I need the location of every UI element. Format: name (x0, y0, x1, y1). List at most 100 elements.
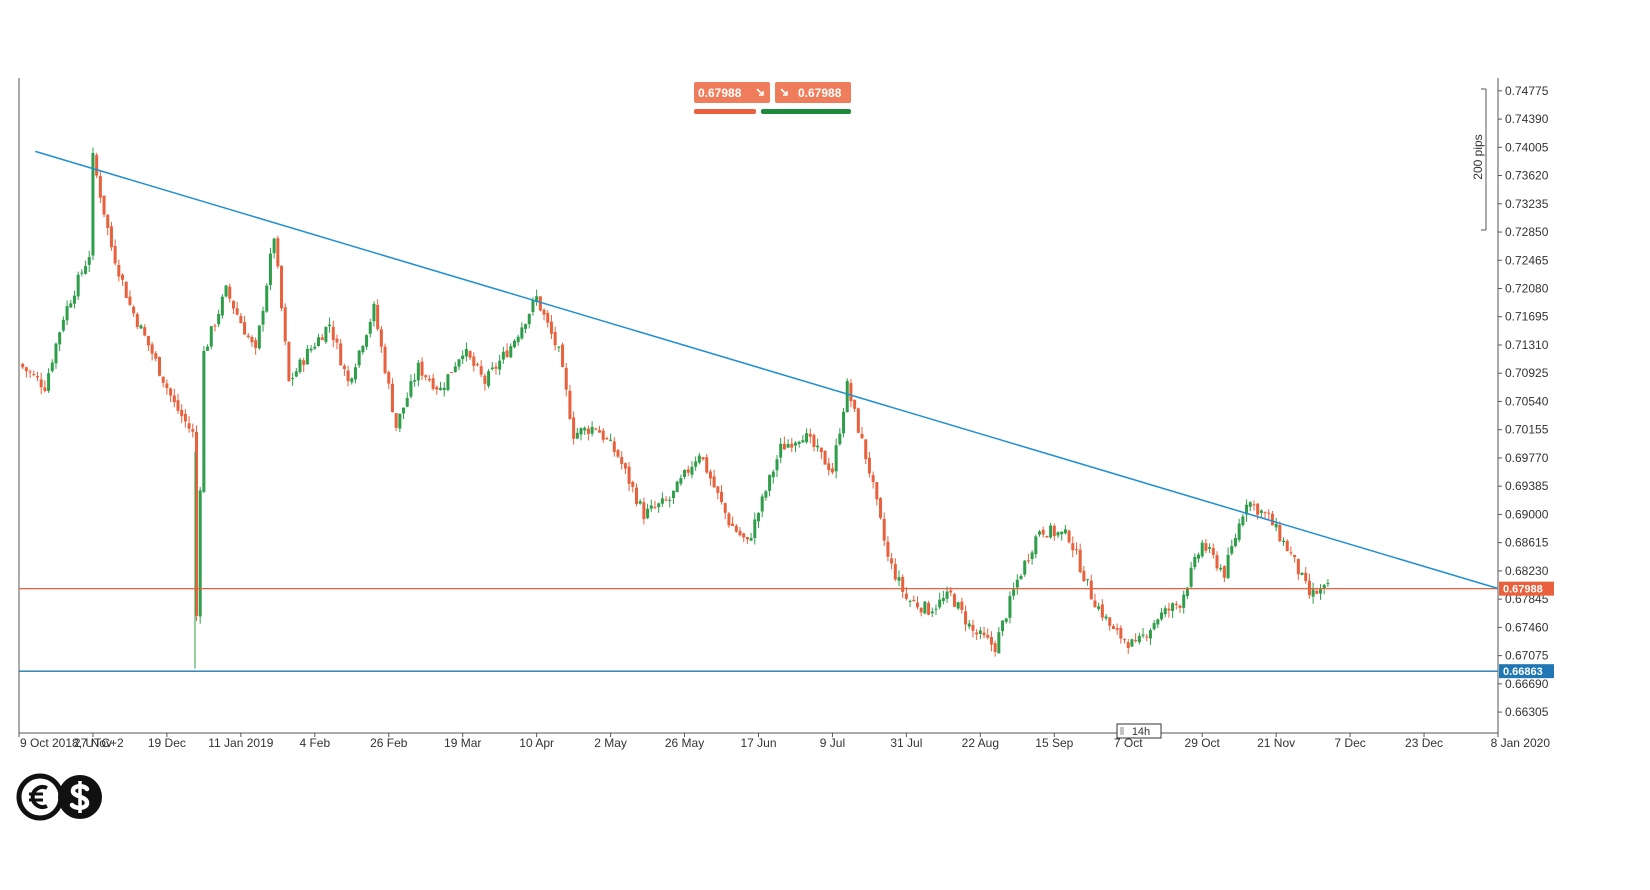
sell-button[interactable]: 0.67988 (694, 82, 770, 103)
trendline-layer (35, 150, 1499, 590)
candle-body (416, 362, 420, 381)
candle-body (845, 380, 849, 412)
buy-button[interactable]: 0.67988 (775, 82, 851, 103)
candle-body (1148, 630, 1152, 639)
candle-body (39, 379, 43, 388)
candle-body (1030, 552, 1034, 560)
candle-body (1063, 529, 1067, 534)
candle-body (934, 608, 938, 610)
candle-body (1278, 525, 1282, 542)
candle-body (169, 388, 173, 396)
candle-body (805, 433, 809, 443)
candle-body (479, 366, 483, 375)
candle-body (590, 426, 594, 434)
candle-body (43, 387, 47, 392)
candle-body (879, 498, 883, 518)
candle-body (516, 336, 520, 343)
candle-body (21, 363, 25, 368)
candle-body (960, 601, 964, 610)
candle-body (782, 443, 786, 450)
candle-body (283, 307, 287, 342)
candle-body (790, 443, 794, 448)
candle-body (1145, 636, 1149, 638)
candle-body (830, 468, 834, 473)
candle-body (1178, 605, 1182, 608)
candle-body (1282, 540, 1286, 543)
candle-body (583, 427, 587, 431)
candle-body (1182, 594, 1186, 608)
period-marker[interactable]: 14h (1116, 723, 1162, 739)
candle-body (786, 444, 790, 448)
candle-body (172, 395, 176, 403)
candle-body (291, 378, 295, 380)
candle-body (808, 433, 812, 437)
candle-body (268, 253, 272, 286)
candle-body (24, 367, 28, 372)
x-tick-label: 9 Oct 2018, UTC+2 (20, 736, 124, 750)
candle-body (294, 371, 298, 377)
candle-body (1093, 600, 1097, 608)
x-tick-label: 26 Feb (370, 736, 408, 750)
x-tick-label: 22 Aug (962, 736, 999, 750)
candle-body (915, 602, 919, 608)
x-tick-label: 2 May (594, 736, 627, 750)
candle-body (102, 195, 106, 215)
candle-body (335, 338, 339, 343)
candle-body (139, 325, 143, 329)
candle-body (158, 357, 162, 376)
candle-body (941, 598, 945, 601)
candle-body (1222, 566, 1226, 578)
candle-body (280, 265, 284, 309)
candle-body (28, 371, 32, 373)
candle-body (98, 176, 102, 198)
candle-body (1189, 567, 1193, 587)
candle-body (927, 603, 931, 615)
dollar-icon (58, 775, 102, 819)
x-tick-label: 23 Dec (1405, 736, 1443, 750)
candle-body (235, 308, 239, 315)
candle-body (1078, 549, 1082, 573)
candle-body (890, 558, 894, 564)
candle-body (402, 407, 406, 414)
y-tick-label: 0.74390 (1505, 112, 1549, 126)
candle-body (812, 435, 816, 448)
candle-body (161, 376, 165, 383)
candle-body (1137, 635, 1141, 643)
x-tick-label: 7 Oct (1114, 736, 1143, 750)
candle-body (1023, 560, 1027, 575)
candle-body (638, 501, 642, 504)
y-tick-label: 0.73235 (1505, 197, 1549, 211)
period-marker-label: 14h (1132, 726, 1150, 738)
candle-body (1060, 531, 1064, 535)
candle-body (919, 607, 923, 613)
y-tick-label: 0.71695 (1505, 310, 1549, 324)
candle-body (490, 367, 494, 370)
candle-body (823, 450, 827, 465)
candle-body (191, 429, 195, 432)
candle-body (971, 624, 975, 631)
candle-body (1152, 623, 1156, 630)
candle-body (1296, 558, 1300, 575)
x-tick-label: 17 Jun (740, 736, 776, 750)
candle-body (217, 314, 221, 325)
candle-body (764, 491, 768, 498)
candle-body (461, 355, 465, 360)
candle-body (450, 372, 454, 374)
candle-body (1041, 529, 1045, 535)
candle-body (361, 346, 365, 353)
candle-body (598, 430, 602, 433)
candle-body (298, 359, 302, 373)
candle-body (964, 611, 968, 625)
candle-body (720, 491, 724, 502)
candle-body (1171, 603, 1175, 612)
candle-body (967, 623, 971, 627)
candle-body (1322, 584, 1326, 589)
y-tick-label: 0.68230 (1505, 564, 1549, 578)
candle-body (187, 423, 191, 429)
candle-body (305, 348, 309, 365)
candle-body (58, 332, 62, 345)
x-tick-label: 9 Jul (820, 736, 845, 750)
candle-body (509, 346, 513, 358)
candle-body (1163, 608, 1167, 615)
x-tick-label: 7 Dec (1334, 736, 1365, 750)
